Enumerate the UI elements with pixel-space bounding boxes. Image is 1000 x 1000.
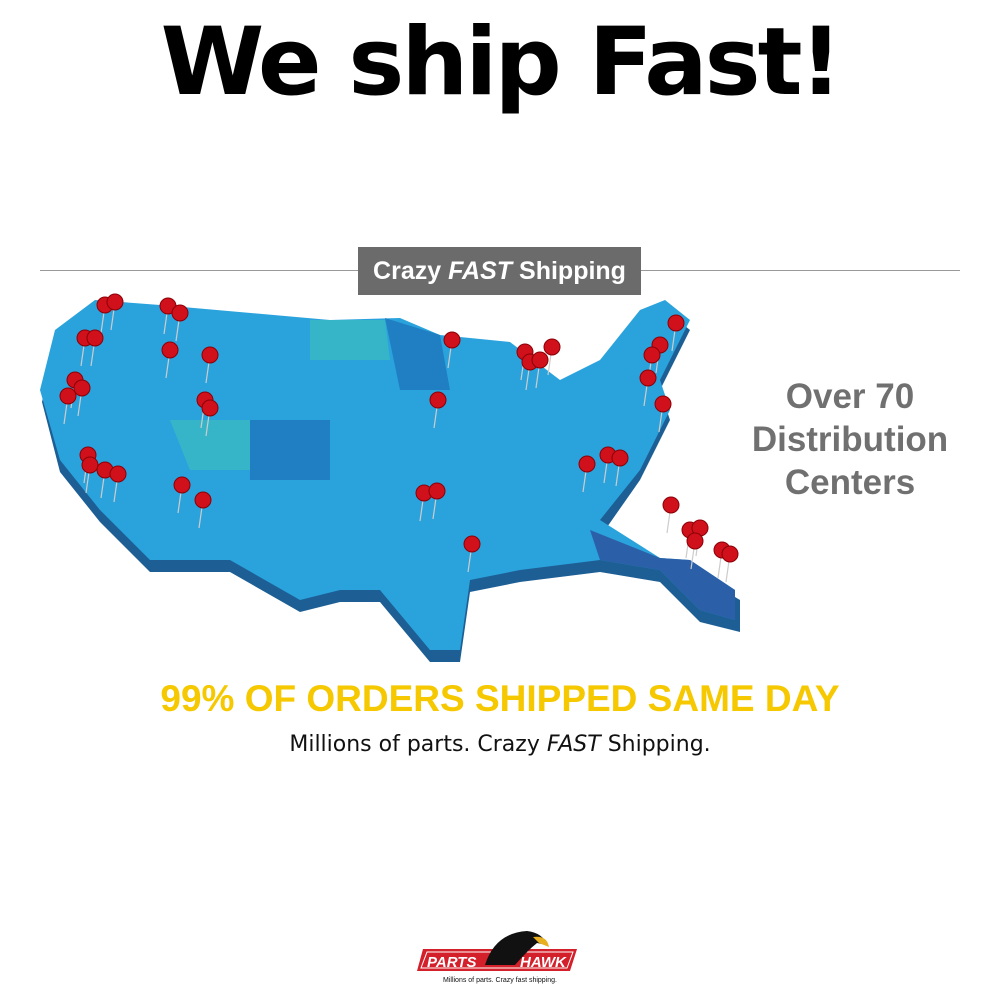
- map-pin-icon: [109, 465, 127, 483]
- map-pin-icon: [171, 304, 189, 322]
- divider-right: [640, 270, 960, 271]
- map-pin-icon: [611, 449, 629, 467]
- logo-text-left: PARTS: [427, 954, 476, 971]
- map-pin-icon: [662, 496, 680, 514]
- map-pin-icon: [639, 369, 657, 387]
- tagline-pre: Millions of parts. Crazy: [289, 732, 540, 757]
- map-pin-icon: [81, 456, 99, 474]
- us-map: [40, 293, 740, 662]
- map-pin-icon: [86, 329, 104, 347]
- map-pin-icon: [161, 341, 179, 359]
- headline: We ship Fast!: [160, 8, 843, 117]
- logo-text-right: HAWK: [520, 954, 567, 971]
- map-pin-icon: [667, 314, 685, 332]
- map-pin-icon: [643, 346, 661, 364]
- map-pin-icon: [531, 351, 549, 369]
- map-pin-icon: [721, 545, 739, 563]
- side-line: Distribution: [751, 420, 949, 459]
- map-region: [250, 420, 330, 480]
- map-pin-icon: [654, 395, 672, 413]
- tagline-em: FAST: [546, 732, 601, 757]
- map-pin-icon: [173, 476, 191, 494]
- map-land: [40, 300, 735, 650]
- hawk-logo-icon: [485, 931, 547, 965]
- map-pin-icon: [201, 346, 219, 364]
- map-pin-icon: [194, 491, 212, 509]
- map-pin-icon: [106, 293, 124, 311]
- tagline-post: Shipping.: [607, 732, 711, 757]
- crazy-fast-banner: Crazy FAST Shipping: [358, 247, 641, 295]
- logo-slogan: Millions of parts. Crazy fast shipping.: [443, 977, 557, 984]
- divider-left: [40, 270, 360, 271]
- banner-post: Shipping: [519, 256, 626, 285]
- map-pin-icon: [686, 532, 704, 550]
- distribution-centers-text: Over 70 Distribution Centers: [740, 375, 960, 504]
- map-pin-icon: [543, 338, 561, 356]
- side-line: Centers: [784, 463, 916, 502]
- map-pin-icon: [59, 387, 77, 405]
- side-line: Over 70: [785, 377, 915, 416]
- map-region: [170, 420, 250, 470]
- map-pin-icon: [73, 379, 91, 397]
- map-pin-icon: [443, 331, 461, 349]
- map-region: [385, 318, 450, 390]
- map-region: [310, 320, 390, 360]
- orders-shipped-headline: 99% OF ORDERS SHIPPED SAME DAY: [160, 678, 840, 719]
- map-pin-icon: [429, 391, 447, 409]
- map-pin-icon: [201, 399, 219, 417]
- map-pin-icon: [463, 535, 481, 553]
- map-region: [590, 530, 735, 620]
- tagline: Millions of parts. Crazy FAST Shipping.: [0, 732, 1000, 757]
- map-pin-icon: [428, 482, 446, 500]
- banner-pre: Crazy: [373, 256, 442, 285]
- parts-hawk-logo: PARTS HAWK Millions of parts. Crazy fast…: [417, 931, 577, 984]
- banner-em: FAST: [448, 256, 513, 285]
- map-pin-icon: [578, 455, 596, 473]
